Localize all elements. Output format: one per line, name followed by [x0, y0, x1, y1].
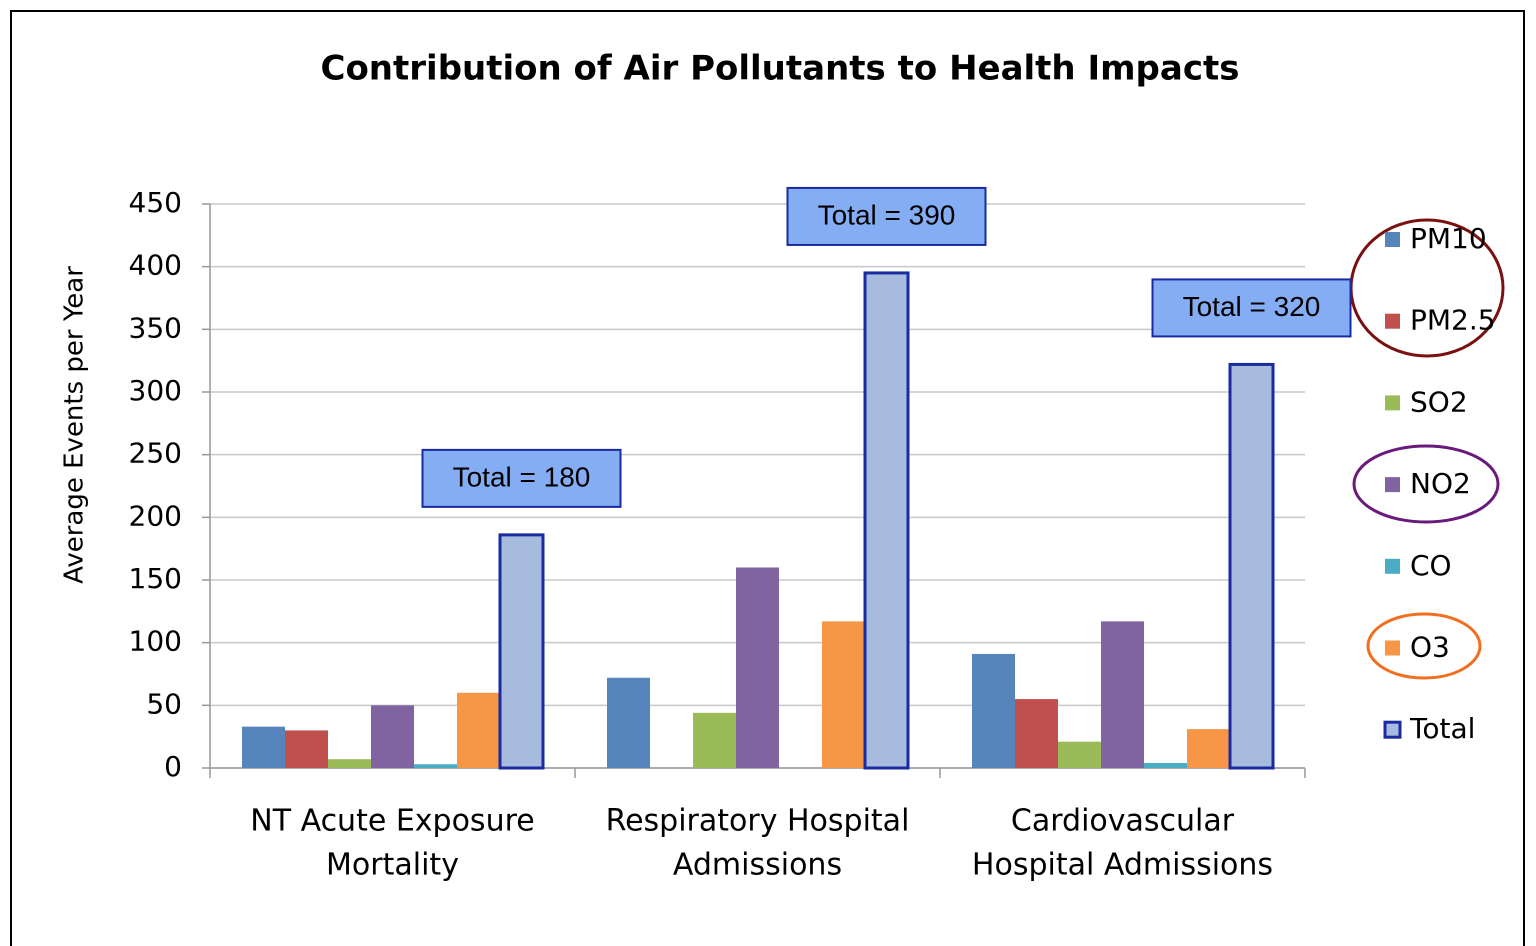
- y-tick-label: 350: [129, 311, 182, 344]
- legend-swatch: [1385, 313, 1400, 329]
- bar: [1187, 729, 1230, 768]
- bar: [1144, 762, 1187, 768]
- y-tick-label: 200: [129, 499, 182, 532]
- legend-swatch: [1385, 640, 1400, 656]
- bar: [863, 271, 910, 770]
- legend-swatch: [1385, 232, 1400, 247]
- bar: [371, 705, 414, 768]
- bar: [285, 730, 328, 768]
- annotation: Total = 390: [818, 199, 956, 230]
- bar: [1015, 699, 1058, 768]
- bar: [328, 759, 371, 768]
- frame: [10, 10, 1525, 946]
- annotation-box: [786, 186, 987, 246]
- y-tick-label: 450: [129, 186, 182, 219]
- legend-swatch: [1385, 395, 1400, 411]
- bar: [1228, 362, 1275, 770]
- bar: [736, 567, 779, 768]
- chart-title: Contribution of Air Pollutants to Health…: [321, 49, 1240, 89]
- y-tick-label: 0: [164, 750, 182, 783]
- y-tick-label: 400: [129, 249, 182, 282]
- legend-swatch: [1385, 558, 1400, 574]
- bar: [457, 692, 500, 768]
- legend-swatch: [1385, 477, 1400, 493]
- bar: [242, 726, 285, 768]
- x-tick-label: Admissions: [673, 848, 842, 883]
- bar: [414, 764, 457, 768]
- legend-label: NO2: [1410, 467, 1471, 500]
- legend-label: CO: [1410, 549, 1452, 582]
- y-tick-label: 100: [129, 625, 182, 658]
- legend-label: O3: [1410, 631, 1450, 664]
- legend-label: PM10: [1410, 222, 1487, 255]
- bar: [607, 677, 650, 768]
- legend-label: Total: [1409, 712, 1475, 745]
- x-tick-label: Cardiovascular: [1011, 804, 1235, 839]
- bar: [693, 712, 736, 768]
- highlight-ellipse: [1352, 444, 1500, 524]
- annotation: Total = 180: [453, 461, 591, 492]
- highlight-ellipse: [1366, 612, 1482, 680]
- x-tick-label: Respiratory Hospital: [606, 804, 910, 839]
- annotation-box: [421, 448, 622, 508]
- legend-label: SO2: [1410, 385, 1468, 418]
- bar: [1101, 621, 1144, 768]
- x-tick-label: Mortality: [326, 848, 459, 883]
- bar: [1058, 741, 1101, 768]
- legend-swatch: [1383, 720, 1402, 739]
- bar: [822, 621, 865, 768]
- y-axis-title: Average Events per Year: [60, 266, 90, 584]
- y-tick-label: 150: [129, 562, 182, 595]
- legend-label: PM2.5: [1410, 304, 1496, 337]
- x-tick-label: NT Acute Exposure: [250, 804, 534, 839]
- y-tick-label: 250: [129, 437, 182, 470]
- y-tick-label: 300: [129, 374, 182, 407]
- y-tick-label: 50: [146, 687, 182, 720]
- bar: [972, 653, 1015, 768]
- bar: [498, 533, 545, 770]
- x-tick-label: Hospital Admissions: [972, 848, 1273, 883]
- annotation-box: [1151, 278, 1352, 338]
- annotation: Total = 320: [1183, 291, 1321, 322]
